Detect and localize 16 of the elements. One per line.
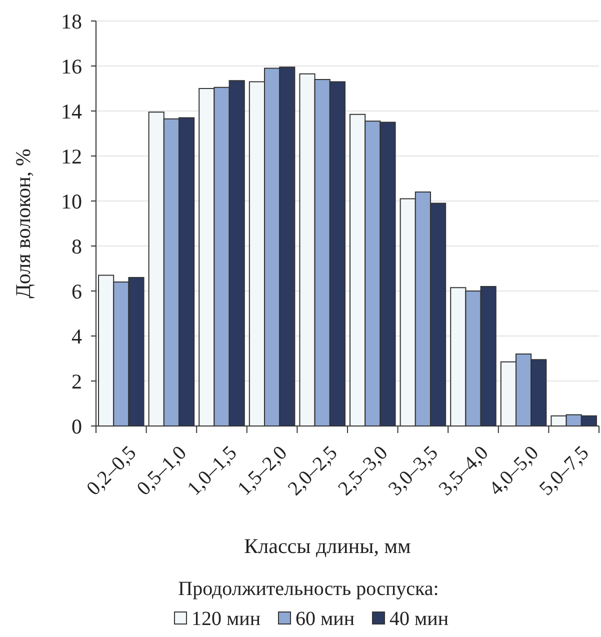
legend-label: 120 мин [192,608,261,630]
y-tick-label: 18 [61,9,82,34]
y-axis-title: Доля волокон, % [11,148,35,298]
y-tick-label: 2 [72,369,82,394]
x-axis-title: Классы длины, мм [244,534,411,558]
y-tick-label: 16 [61,54,82,78]
y-tick-label: 12 [61,144,82,168]
legend-label: 60 мин [296,608,355,630]
y-tick-label: 4 [72,324,82,348]
y-tick-label: 6 [72,279,82,304]
y-tick-label: 8 [72,234,82,258]
y-tick-label: 10 [61,189,82,214]
y-tick-label: 0 [72,414,82,438]
legend-label: 40 мин [390,608,449,630]
y-tick-label: 14 [61,99,82,124]
legend-title: Продолжительность роспуска: [178,578,439,600]
